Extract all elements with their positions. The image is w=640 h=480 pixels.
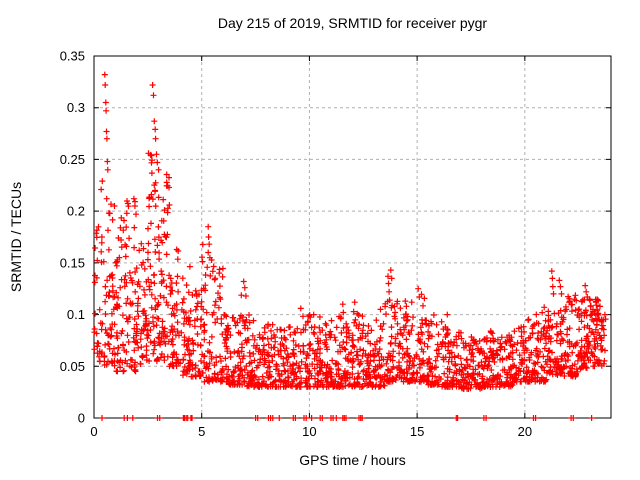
x-tick-label: 10 xyxy=(302,424,316,439)
y-tick-label: 0.25 xyxy=(60,152,85,167)
axis-ticks xyxy=(93,55,611,419)
y-tick-label: 0.15 xyxy=(60,255,85,270)
y-axis-label: SRMTID / TECUs xyxy=(8,181,24,293)
y-tick-label: 0.3 xyxy=(67,100,85,115)
x-tick-label: 5 xyxy=(198,424,205,439)
y-tick-label: 0.05 xyxy=(60,359,85,374)
y-tick-label: 0.35 xyxy=(60,49,85,64)
y-tick-label: 0.2 xyxy=(67,204,85,219)
x-tick-label: 15 xyxy=(410,424,424,439)
x-tick-label: 0 xyxy=(90,424,97,439)
y-tick-label: 0.1 xyxy=(67,307,85,322)
chart-title: Day 215 of 2019, SRMTID for receiver pyg… xyxy=(217,15,488,31)
x-axis-label: GPS time / hours xyxy=(299,452,406,468)
y-tick-label: 0 xyxy=(78,411,85,426)
scatter-points xyxy=(91,71,609,421)
x-tick-label: 20 xyxy=(518,424,532,439)
